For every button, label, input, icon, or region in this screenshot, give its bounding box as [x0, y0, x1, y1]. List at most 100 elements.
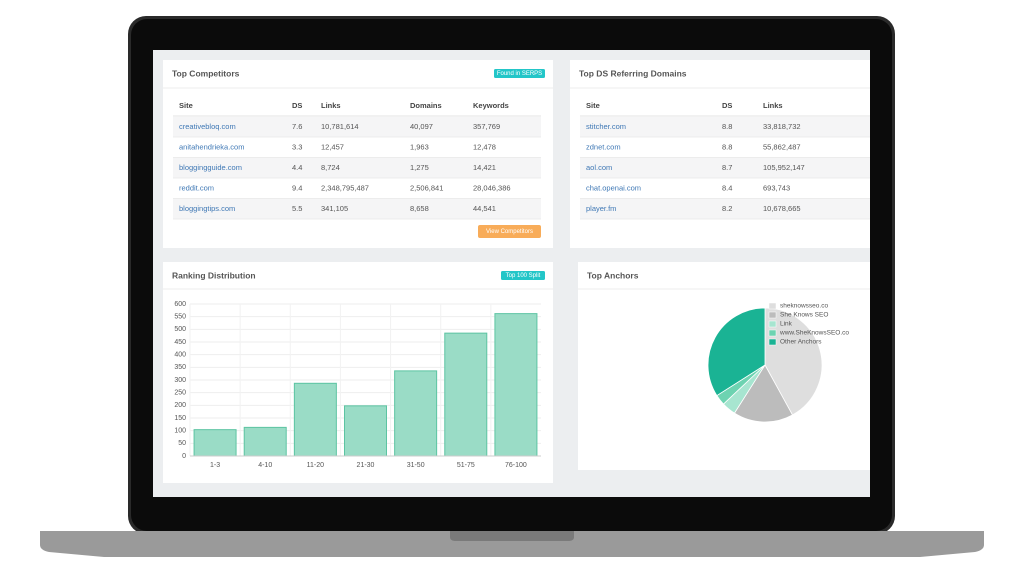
y-tick-label: 100 — [174, 428, 186, 435]
table-cell: 8.2 — [722, 204, 732, 213]
row-stripe — [173, 199, 541, 219]
site-link: creativebloq.com — [179, 122, 236, 131]
button-label[interactable]: View Competitors — [486, 229, 533, 235]
laptop-base — [40, 531, 984, 557]
y-tick-label: 450 — [174, 339, 186, 346]
bar — [243, 426, 287, 457]
x-tick-label: 76-100 — [505, 462, 527, 469]
table-cell: 693,743 — [763, 183, 790, 192]
legend-label: www.SheKnowsSEO.co — [779, 330, 849, 337]
x-tick-label: 1-3 — [210, 462, 220, 469]
row-stripe — [580, 117, 870, 137]
table-cell: 14,421 — [473, 163, 496, 172]
table-cell: 1,963 — [410, 142, 429, 151]
legend-swatch — [768, 320, 777, 328]
table-cell: 8.4 — [722, 183, 732, 192]
notch — [450, 531, 574, 541]
y-tick-label: 400 — [174, 352, 186, 359]
table-cell: 3.3 — [292, 142, 302, 151]
table-cell: 4.4 — [292, 163, 302, 172]
column-header: Links — [321, 101, 341, 110]
column-header: DS — [722, 101, 732, 110]
legend-swatch — [768, 311, 777, 319]
y-tick-label: 150 — [174, 415, 186, 422]
y-tick-label: 250 — [174, 390, 186, 397]
pie-slice — [707, 307, 766, 397]
site-link: aol.com — [586, 163, 612, 172]
table-cell: 2,348,795,487 — [321, 183, 369, 192]
table-cell: 341,105 — [321, 204, 348, 213]
y-tick-label: 500 — [174, 326, 186, 333]
badge — [494, 69, 545, 78]
table-cell: 10,678,665 — [763, 204, 801, 213]
x-tick-label: 11-20 — [307, 462, 324, 469]
legend-swatch — [768, 338, 777, 346]
site-link: anitahendrieka.com — [179, 142, 244, 151]
legend-label: She Knows SEO — [780, 312, 828, 319]
legend-label: sheknowsseo.co — [780, 303, 828, 310]
site-link: zdnet.com — [586, 142, 621, 151]
row-stripe — [173, 158, 541, 178]
table-cell: 8.8 — [722, 122, 732, 131]
table-cell: 8.8 — [722, 142, 732, 151]
pie-slice — [764, 307, 823, 416]
badge-label: Top 100 Split — [506, 273, 541, 279]
view-competitors-button[interactable] — [478, 225, 541, 238]
table-cell: 5.5 — [292, 204, 302, 213]
panel-title: Top Anchors — [587, 270, 639, 280]
table-cell: 55,862,487 — [763, 142, 801, 151]
bar — [394, 370, 438, 457]
x-tick-label: 51-75 — [457, 462, 475, 469]
table-cell: 9.4 — [292, 183, 302, 192]
table-cell: 8,658 — [410, 204, 429, 213]
panel-title: Ranking Distribution — [172, 270, 256, 280]
table-cell: 8.7 — [722, 163, 732, 172]
bar — [344, 405, 387, 457]
site-link: stitcher.com — [586, 122, 626, 131]
x-tick-label: 21-30 — [357, 462, 375, 469]
table-cell: 12,478 — [473, 142, 496, 151]
site-link: reddit.com — [179, 183, 214, 192]
legend-swatch — [768, 302, 777, 310]
site-link: player.fm — [586, 204, 616, 213]
table-cell: 2,506,841 — [410, 183, 443, 192]
table-cell: 12,457 — [321, 142, 344, 151]
row-stripe — [173, 117, 541, 137]
table-cell: 357,769 — [473, 122, 500, 131]
bar — [193, 429, 237, 457]
site-link: chat.openai.com — [586, 183, 641, 192]
legend-swatch — [768, 329, 777, 337]
table-cell: 28,046,386 — [473, 183, 511, 192]
row-stripe — [580, 199, 870, 219]
table-cell: 33,818,732 — [763, 122, 801, 131]
column-header: Site — [179, 101, 193, 110]
badge — [501, 271, 545, 280]
y-tick-label: 350 — [174, 364, 186, 371]
bar — [293, 382, 337, 457]
x-tick-label: 31-50 — [407, 462, 425, 469]
column-header: Keywords — [473, 101, 509, 110]
row-stripe — [580, 158, 870, 178]
bar — [494, 313, 538, 457]
table-cell: 1,275 — [410, 163, 429, 172]
table-cell: 44,541 — [473, 204, 496, 213]
site-link: bloggingguide.com — [179, 163, 242, 172]
table-cell: 10,781,614 — [321, 122, 359, 131]
table-cell: 105,952,147 — [763, 163, 805, 172]
badge-label: Found in SERPS — [497, 71, 542, 77]
legend-label: Link — [780, 321, 793, 328]
column-header: DS — [292, 101, 302, 110]
table-cell: 8,724 — [321, 163, 340, 172]
y-tick-label: 200 — [174, 402, 186, 409]
panel-title: Top Competitors — [172, 68, 240, 78]
y-tick-label: 550 — [174, 314, 186, 321]
column-header: Site — [586, 101, 600, 110]
y-tick-label: 0 — [182, 453, 186, 460]
table-cell: 40,097 — [410, 122, 433, 131]
y-tick-label: 50 — [178, 440, 186, 447]
table-cell: 7.6 — [292, 122, 302, 131]
panel-title: Top DS Referring Domains — [579, 68, 687, 78]
site-link: bloggingtips.com — [179, 204, 235, 213]
column-header: Links — [763, 101, 783, 110]
